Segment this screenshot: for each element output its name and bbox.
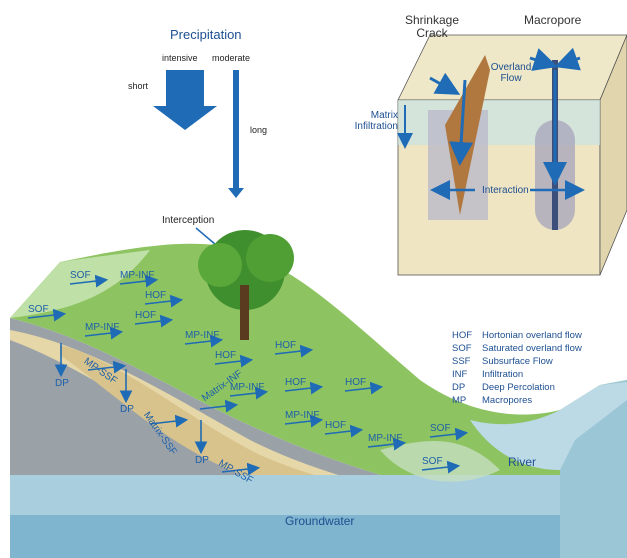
flow-arrow	[221, 462, 261, 476]
inset-label: Interaction	[482, 185, 529, 196]
flow-label: MP-INF	[285, 410, 320, 421]
flow-arrow	[367, 437, 407, 451]
flow-arrow	[87, 360, 127, 374]
flow-label: HOF	[215, 350, 237, 361]
legend-row: SSF Subsurface Flow	[452, 356, 582, 369]
flow-arrow	[27, 308, 67, 322]
flow-arrow	[134, 314, 174, 328]
interception-label: Interception	[162, 215, 215, 226]
flow-arrow	[214, 354, 254, 368]
flow-arrow	[284, 414, 324, 428]
flow-label: SOF	[28, 304, 49, 315]
inset-label: Overland Flow	[490, 62, 532, 84]
precip-label: short	[128, 81, 149, 91]
legend-desc: Deep Percolation	[482, 382, 555, 393]
legend-desc: Hortonian overland flow	[482, 330, 582, 341]
flow-arrows	[27, 274, 469, 476]
flow-label: MP-INF	[120, 270, 155, 281]
legend-desc: Subsurface Flow	[482, 356, 553, 367]
inset-cube	[397, 34, 627, 276]
flow-label: HOF	[285, 377, 307, 388]
legend-desc: Macropores	[482, 395, 533, 406]
river-label: River	[508, 455, 537, 469]
legend-row: INF Infiltration	[452, 369, 582, 382]
flow-label: MP-INF	[368, 433, 403, 444]
flow-arrow	[324, 424, 364, 438]
flow-label: MP-INF	[85, 322, 120, 333]
flow-arrow	[144, 294, 184, 308]
legend-row: HOF Hortonian overland flow	[452, 330, 582, 343]
flow-label: HOF	[145, 290, 167, 301]
legend-desc: Saturated overland flow	[482, 343, 582, 354]
precip-title: Precipitation	[170, 27, 242, 42]
precip-arrows	[153, 70, 244, 252]
legend-row: DP Deep Percolation	[452, 382, 582, 395]
flow-label: MP-INF	[230, 382, 265, 393]
flow-label: DP	[195, 455, 209, 466]
precip-label: long	[250, 125, 268, 135]
legend-abbr: INF	[452, 369, 468, 380]
inset-label: Matrix Infiltration	[354, 110, 398, 132]
flow-label: HOF	[275, 340, 297, 351]
flow-label: HOF	[135, 310, 157, 321]
flow-arrow	[429, 427, 469, 441]
flow-label: SOF	[422, 456, 443, 467]
flow-arrow	[69, 274, 109, 288]
legend-abbr: SSF	[452, 356, 471, 367]
flow-label: SOF	[70, 270, 91, 281]
flow-arrow	[199, 399, 239, 413]
inset-title: Macropore	[524, 13, 582, 27]
flow-label: SOF	[430, 423, 451, 434]
flow-arrow	[184, 334, 224, 348]
flow-arrow	[229, 386, 269, 400]
precip-label: intensive	[162, 53, 198, 63]
legend: HOF Hortonian overland flow SOF Saturated o…	[452, 330, 582, 408]
flow-label: MP-INF	[185, 330, 220, 341]
flow-label: DP	[55, 378, 69, 389]
flow-arrow	[84, 326, 124, 340]
precip-label: moderate	[212, 53, 251, 63]
legend-abbr: SOF	[452, 343, 472, 354]
flow-arrow	[344, 381, 384, 395]
flow-label: HOF	[345, 377, 367, 388]
legend-desc: Infiltration	[482, 369, 524, 380]
flow-arrow	[274, 344, 314, 358]
flow-label: DP	[120, 404, 134, 415]
flow-arrow	[421, 460, 461, 474]
groundwater-label: Groundwater	[285, 514, 355, 528]
inset-title: Shrinkage Crack	[404, 13, 460, 41]
legend-abbr: HOF	[452, 330, 473, 341]
flow-arrow	[149, 414, 189, 428]
landscape	[10, 230, 627, 558]
flow-arrow	[119, 274, 159, 288]
legend-row: MP Macropores	[452, 395, 582, 408]
legend-abbr: MP	[452, 395, 467, 406]
flow-arrow	[284, 381, 324, 395]
legend-abbr: DP	[452, 382, 466, 393]
legend-row: SOF Saturated overland flow	[452, 343, 582, 356]
flow-label: HOF	[325, 420, 347, 431]
